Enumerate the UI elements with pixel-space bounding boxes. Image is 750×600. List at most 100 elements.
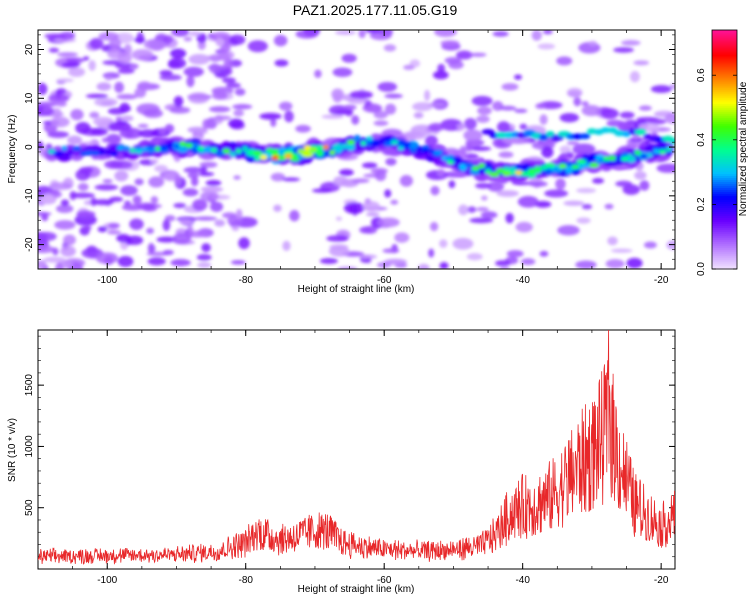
noise-blob	[643, 241, 657, 249]
noise-blob	[102, 179, 113, 184]
noise-blob	[38, 245, 55, 254]
x-tick-label: -100	[97, 575, 117, 586]
x-tick-label: -80	[238, 275, 253, 286]
noise-blob	[187, 172, 200, 179]
colorbar-cell	[712, 207, 737, 210]
ridge-blob	[67, 150, 74, 156]
colorbar-cell	[712, 233, 737, 236]
noise-blob	[499, 105, 517, 111]
ridge-branch-blob	[503, 132, 514, 139]
noise-blob	[56, 101, 67, 107]
ridge-blob	[533, 166, 543, 172]
noise-blob	[312, 188, 333, 193]
snr-series-line	[38, 330, 675, 565]
noise-blob	[90, 127, 108, 136]
noise-blob	[109, 196, 124, 202]
noise-blob	[85, 93, 108, 99]
noise-blob	[343, 202, 365, 214]
ridge-blob	[452, 156, 462, 162]
colorbar-cell	[712, 249, 737, 252]
noise-blob	[535, 103, 546, 110]
ridge-blob	[353, 136, 361, 142]
ridge-blob	[346, 139, 356, 145]
ridge-blob	[203, 146, 212, 152]
noise-blob	[94, 184, 119, 191]
noise-blob	[147, 242, 155, 255]
x-tick-label: -40	[515, 275, 530, 286]
ridge-blob	[253, 150, 262, 156]
noise-blob	[377, 217, 400, 228]
colorbar-cell	[712, 195, 737, 198]
noise-blob	[55, 262, 64, 269]
noise-blob	[362, 201, 380, 212]
colorbar-cell	[712, 217, 737, 220]
x-tick-label: -40	[515, 575, 530, 586]
noise-blob	[332, 93, 343, 103]
noise-blob	[566, 87, 583, 98]
ridge-blob	[565, 161, 573, 167]
noise-blob	[129, 218, 144, 230]
noise-blob	[188, 54, 210, 65]
colorbar-cell	[712, 115, 737, 119]
colorbar-cell	[712, 187, 737, 190]
colorbar-cell	[712, 179, 737, 182]
colorbar-frame	[711, 29, 738, 270]
noise-blob	[154, 164, 168, 173]
ridge-branch-blob	[614, 130, 626, 137]
colorbar-cell	[712, 177, 737, 180]
noise-blob	[38, 105, 54, 117]
ridge-blob	[416, 146, 423, 152]
ridge-blob	[478, 166, 486, 175]
noise-blob	[89, 37, 104, 50]
ridge-blob	[485, 168, 492, 174]
noise-blob	[520, 258, 536, 266]
noise-blob	[434, 30, 458, 37]
ridge-blob	[146, 147, 157, 153]
noise-blob	[116, 94, 138, 100]
colorbar-cell	[712, 143, 737, 147]
ridge-blob	[558, 163, 568, 169]
noise-blob	[373, 110, 388, 119]
noise-blob	[78, 166, 94, 175]
noise-blob	[634, 171, 647, 180]
noise-blob	[334, 30, 356, 35]
noise-blob	[67, 135, 83, 145]
noise-blob	[201, 243, 211, 253]
noise-blob	[38, 82, 46, 92]
noise-blob	[465, 144, 473, 152]
noise-blob	[456, 123, 467, 130]
colorbar-cell	[712, 35, 737, 39]
noise-blob	[138, 129, 158, 138]
noise-blob	[68, 67, 86, 77]
colorbar-cell	[712, 121, 737, 125]
noise-blob	[121, 204, 144, 211]
noise-blob	[480, 211, 498, 219]
noise-blob	[47, 131, 70, 138]
noise-blob	[83, 225, 92, 231]
noise-blob	[205, 179, 222, 186]
colorbar-cell	[712, 51, 737, 55]
noise-blob	[430, 185, 440, 196]
noise-blob	[410, 124, 434, 136]
noise-blob	[171, 30, 190, 37]
spectrogram-ylabel: Frequency (Hz)	[7, 115, 18, 184]
ridge-blob	[634, 150, 642, 156]
noise-blob	[211, 91, 228, 100]
noise-blob	[137, 123, 149, 128]
noise-blob	[156, 236, 177, 243]
spectrogram-xlabel: Height of straight line (km)	[298, 284, 415, 295]
noise-blob	[169, 106, 191, 114]
ridge-blob	[397, 145, 405, 151]
colorbar-cell	[712, 183, 737, 186]
colorbar-cell	[712, 221, 737, 224]
colorbar-cell	[712, 243, 737, 246]
noise-blob	[428, 122, 445, 132]
noise-blob	[38, 141, 44, 151]
ridge-blob	[222, 148, 231, 154]
ridge-blob	[109, 151, 119, 157]
noise-blob	[295, 30, 319, 39]
colorbar-cell	[712, 171, 737, 174]
ridge-blob	[179, 141, 187, 147]
